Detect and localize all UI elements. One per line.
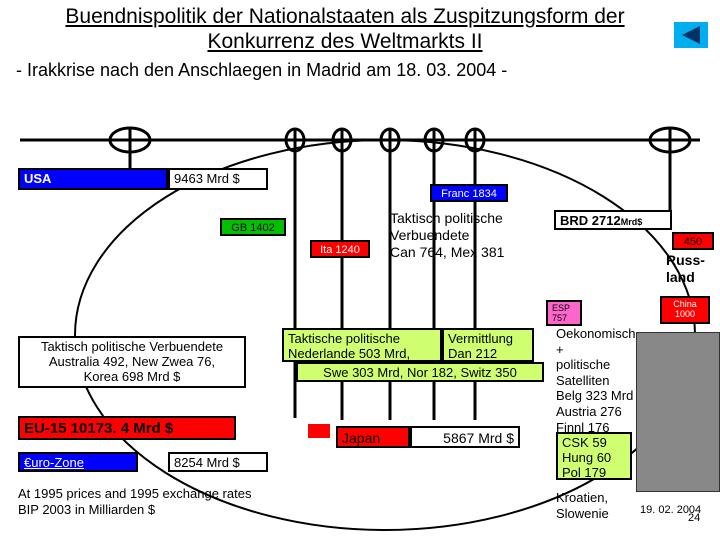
page-title: Buendnispolitik der Nationalstaaten als …: [0, 0, 720, 54]
kroat-text: Kroatien, Slowenie: [556, 490, 609, 521]
tpn-box: Taktische politische Nederlande 503 Mrd,: [282, 328, 442, 362]
brd-box: BRD 2712Mrd$: [554, 210, 672, 230]
tpv-aus: Taktisch politische Verbuendete Australi…: [18, 336, 246, 388]
news-image: [636, 332, 720, 492]
brd-unit: Mrd$: [621, 217, 643, 227]
vermitt-box: Vermittlung Dan 212: [442, 328, 534, 362]
slide-num: 24: [688, 512, 700, 525]
franc-box: Franc 1834: [430, 184, 508, 202]
euro-label: €uro-Zone: [18, 452, 138, 472]
rus-value: 450: [672, 232, 714, 250]
ita-box: Ita 1240: [310, 240, 370, 258]
usa-value: 9463 Mrd $: [168, 168, 268, 190]
gb-box: GB 1402: [220, 218, 286, 236]
subtitle: - Irakkrise nach den Anschlaegen in Madr…: [0, 54, 720, 81]
tpv-can: Taktisch politische Verbuendete Can 764,…: [390, 210, 550, 260]
japan-label: Japan: [336, 426, 410, 448]
eu15-box: EU-15 10173. 4 Mrd $: [18, 416, 236, 440]
rus-label: Russ- land: [666, 252, 705, 286]
japan-marker: [308, 424, 330, 438]
footnote: At 1995 prices and 1995 exchange rates B…: [18, 486, 251, 517]
usa-label: USA: [18, 168, 168, 190]
swe-box: Swe 303 Mrd, Nor 182, Switz 350: [296, 362, 544, 382]
brd-label: BRD 2712: [560, 213, 621, 228]
esp-box: ESP 757: [546, 300, 582, 326]
china-box: China 1000: [660, 296, 710, 324]
back-arrow[interactable]: [674, 22, 708, 48]
euro-value: 8254 Mrd $: [168, 452, 268, 472]
japan-value: 5867 Mrd $: [410, 426, 520, 448]
csk-box: CSK 59 Hung 60 Pol 179: [556, 432, 632, 480]
